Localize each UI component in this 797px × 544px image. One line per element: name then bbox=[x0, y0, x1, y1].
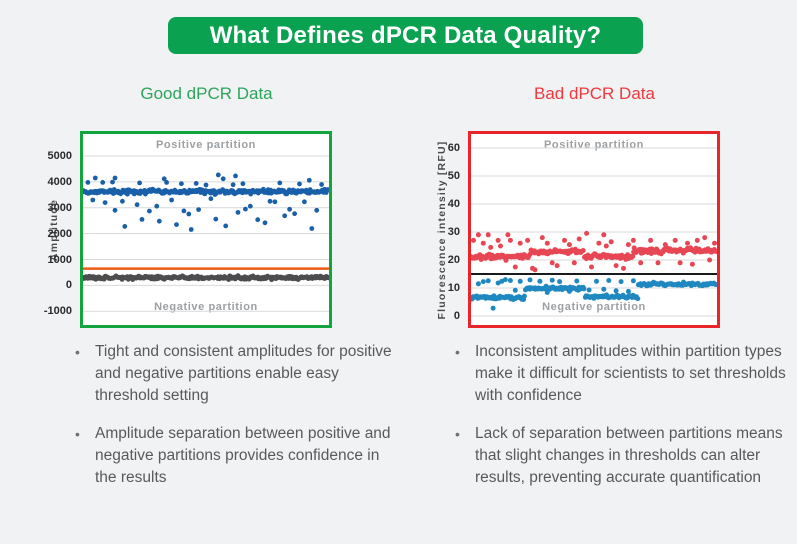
bullet-text: Amplitude separation between positive an… bbox=[95, 425, 391, 486]
y-tick-label: 60 bbox=[447, 142, 460, 154]
bad-scatter-plot bbox=[471, 147, 717, 317]
good-scatter-plot bbox=[83, 155, 329, 312]
y-tick-label: 4000 bbox=[47, 175, 72, 188]
y-tick-label: 3000 bbox=[47, 201, 72, 214]
y-tick-label: 2000 bbox=[47, 227, 72, 240]
positive-partition-label: Positive partition bbox=[155, 139, 257, 151]
list-item: • Tight and consistent amplitudes for po… bbox=[75, 341, 393, 407]
bullet-text: Inconsistent amplitudes within partition… bbox=[475, 343, 786, 404]
bad-column-header: Bad dPCR Data bbox=[534, 84, 655, 103]
bullet-icon: • bbox=[455, 344, 460, 360]
good-column-header: Good dPCR Data bbox=[140, 84, 273, 103]
good-plot-area: Positive partition Negative partition bbox=[80, 131, 332, 328]
y-axis-tick-labels: 5000 4000 3000 2000 1000 0 -1000 bbox=[32, 134, 72, 325]
y-axis-tick-labels: 60 50 40 30 20 10 0 bbox=[420, 134, 460, 325]
y-tick-label: 20 bbox=[447, 254, 460, 267]
list-item: • Amplitude separation between positive … bbox=[75, 423, 393, 489]
good-bullet-list: • Tight and consistent amplitudes for po… bbox=[75, 341, 393, 505]
bad-plot-area: Positive partition Negative partition bbox=[468, 131, 720, 328]
negative-partition-label: Negative partition bbox=[542, 301, 646, 313]
y-tick-label: 5000 bbox=[47, 149, 72, 162]
list-item: • Lack of separation between partitions … bbox=[455, 423, 791, 489]
y-tick-label: 0 bbox=[65, 279, 72, 292]
bullet-icon: • bbox=[455, 426, 460, 442]
title-banner: What Defines dPCR Data Quality? bbox=[168, 17, 643, 54]
bad-dpcr-chart: Fluorescence intensity [RFU] 60 50 40 30 20 1… bbox=[436, 131, 720, 328]
bullet-icon: • bbox=[75, 426, 80, 442]
bad-bullet-list: • Inconsistent amplitudes within partiti… bbox=[455, 341, 791, 505]
y-tick-label: -1000 bbox=[43, 305, 72, 318]
bullet-text: Tight and consistent amplitudes for posi… bbox=[95, 343, 392, 404]
y-tick-label: 50 bbox=[447, 170, 460, 182]
list-item: • Inconsistent amplitudes within partiti… bbox=[455, 341, 791, 407]
y-tick-label: 10 bbox=[447, 282, 460, 295]
y-tick-label: 0 bbox=[453, 310, 460, 323]
good-dpcr-chart: Amplitude 5000 4000 3000 2000 1000 0 -1000 Pos… bbox=[44, 131, 332, 328]
y-tick-label: 1000 bbox=[47, 253, 72, 266]
page-title: What Defines dPCR Data Quality? bbox=[209, 21, 602, 49]
bullet-icon: • bbox=[75, 344, 80, 360]
negative-partition-label: Negative partition bbox=[154, 301, 258, 313]
y-tick-label: 40 bbox=[447, 198, 460, 210]
y-tick-label: 30 bbox=[447, 226, 460, 239]
bullet-text: Lack of separation between partitions me… bbox=[475, 425, 783, 486]
